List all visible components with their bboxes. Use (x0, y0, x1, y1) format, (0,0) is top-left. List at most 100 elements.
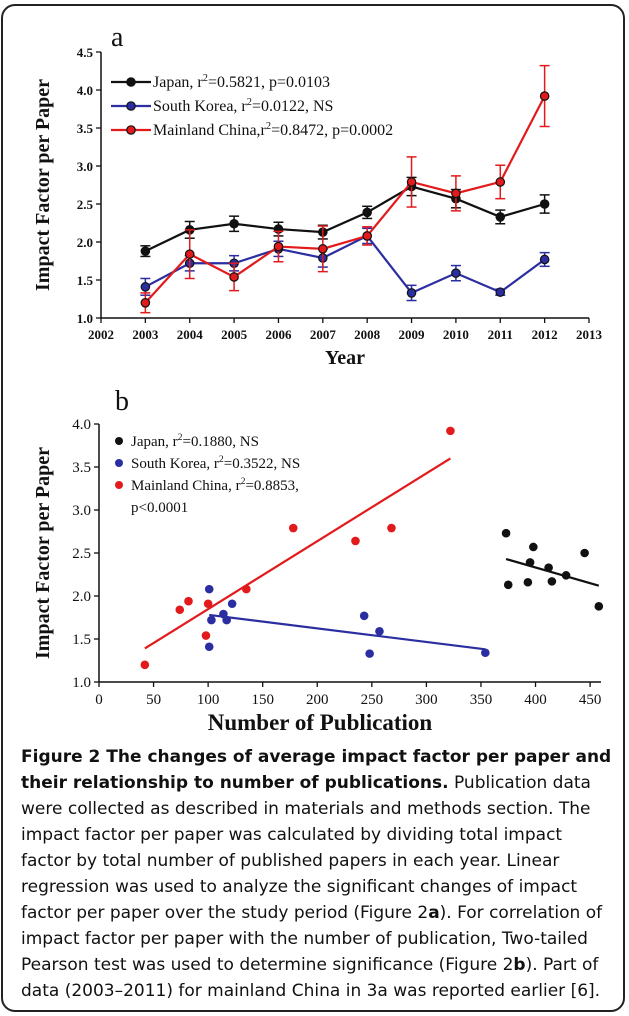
panel-a-y-tick-label: 4.0 (77, 83, 93, 98)
panel-a-y-tick-label: 2.0 (77, 235, 93, 250)
panel-b-data-point (375, 626, 384, 636)
panel-b-y-tick-label: 1.0 (72, 675, 91, 691)
panel-a-series-line-0 (144, 185, 545, 253)
panel-b-fit-line-0 (505, 557, 600, 587)
panel-a-x-tick-label: 2013 (576, 327, 603, 342)
panel-b-x-tick-label: 150 (251, 692, 274, 708)
panel-b-x-tick-label: 100 (197, 692, 220, 708)
panel-a-data-point (318, 244, 328, 254)
figure-frame: a 1.0 1.5 2.0 2.5 3.0 3.5 4.0 4.5 2002 2003 2004 200… (1, 4, 625, 1012)
panel-a-data-point (140, 297, 151, 308)
panel-a-legend-label: Mainland China,r2=0.8472, p=0.0002 (153, 121, 393, 139)
panel-b-x-tick-label: 300 (415, 692, 438, 708)
panel-b-data-point (525, 558, 535, 567)
panel-b-data-point (561, 571, 571, 580)
panel-a-x-tick-label: 2007 (310, 327, 337, 342)
panel-b-legend-label: South Korea, r2=0.3522, NS (131, 454, 300, 472)
panel-b-data-point (204, 584, 214, 594)
panel-a-x-tick-label: 2002 (88, 327, 114, 342)
panel-b-legend-marker (115, 437, 123, 445)
panel-b-data-point (203, 599, 213, 609)
panel-b-data-point (544, 563, 553, 572)
panel-b-x-tick-label: 200 (306, 692, 329, 708)
panel-a-x-tick-label: 2012 (532, 327, 558, 342)
panel-b-data-point (501, 528, 511, 538)
panel-b-legend-label: Japan, r2=0.1880, NS (131, 432, 259, 450)
panel-b-y-tick-label: 3.0 (72, 503, 91, 519)
panel-a-data-point (451, 188, 461, 199)
panel-a-legend-label: South Korea, r2=0.0122, NS (153, 97, 333, 115)
panel-a-y-tick-label: 1.5 (77, 273, 94, 288)
panel-b-y-tick-label: 2.0 (72, 589, 91, 605)
panel-a-legend-marker (126, 77, 136, 87)
panel-b-data-point (184, 596, 193, 606)
panel-a-data-point (406, 177, 417, 187)
caption-ref-b: b (513, 955, 526, 975)
panel-a-data-point (495, 212, 506, 222)
panel-a-x-tick-label: 2005 (221, 327, 248, 342)
panel-a-y-tick-label: 3.5 (77, 121, 94, 136)
panel-a-y-tick-label: 4.5 (77, 45, 94, 60)
panel-a-y-tick-label: 2.5 (77, 197, 94, 212)
panel-b-y-tick-label: 3.5 (72, 460, 91, 476)
figure-caption: Figure 2 The changes of average impact f… (21, 744, 613, 1004)
panel-b-data-point (207, 615, 216, 625)
panel-a-x-tick-label: 2008 (354, 327, 381, 342)
panel-a-y-tick-label: 1.0 (77, 311, 93, 326)
panel-b-data-point (222, 615, 231, 625)
panel-b-fit-line-1 (209, 613, 486, 651)
panel-a-data-point (229, 272, 239, 282)
panel-b-y-tick-label: 1.5 (72, 632, 91, 648)
panel-a-x-axis-title: Year (325, 347, 365, 369)
panel-a-data-point (184, 249, 195, 259)
panel-a-data-point (495, 177, 506, 187)
panel-a-data-point (229, 218, 239, 229)
panel-b-x-tick-label: 450 (579, 692, 602, 708)
panel-b-data-point (359, 611, 369, 621)
panel-a-data-point (362, 231, 372, 241)
panel-a-legend-marker (126, 101, 136, 111)
panel-b-data-point (594, 602, 604, 611)
panel-a-legend-marker (126, 125, 136, 135)
panel-b-x-tick-label: 350 (470, 692, 493, 708)
panel-b-x-tick-label: 0 (95, 692, 103, 708)
panel-b-data-point (227, 599, 237, 609)
panel-a-x-tick-label: 2009 (399, 327, 426, 342)
panel-b-data-point (351, 536, 360, 546)
panel-b-legend-label: p<0.0001 (131, 500, 188, 516)
panel-a-label: a (111, 22, 124, 53)
panel-b-data-point (523, 577, 533, 587)
panel-b-data-point (201, 631, 211, 640)
panel-a-x-tick-label: 2004 (177, 327, 204, 342)
caption-ref-a: a (428, 903, 440, 923)
panel-a-data-point (539, 91, 550, 101)
panel-a-data-point (539, 199, 550, 209)
panel-b-data-point (365, 649, 374, 658)
panel-a-data-point (451, 268, 461, 278)
panel-b-data-point (140, 660, 150, 670)
caption-text-1: Publication data were collected as descr… (21, 773, 591, 923)
panel-b-y-tick-label: 4.0 (72, 417, 91, 433)
panel-b-data-point (204, 642, 214, 652)
panel-b-data-point (446, 426, 455, 436)
panel-a-data-point (140, 282, 151, 292)
figure-charts: a 1.0 1.5 2.0 2.5 3.0 3.5 4.0 4.5 2002 2003 2004 200… (32, 22, 604, 735)
panel-b-x-axis-title: Number of Publication (208, 710, 433, 735)
panel-a-x-tick-label: 2011 (488, 327, 513, 342)
panel-b-y-tick-label: 2.5 (72, 546, 91, 562)
panel-a-x-tick-label: 2003 (132, 327, 159, 342)
panel-a-data-point (406, 288, 417, 298)
panel-b-fit-line-2 (144, 457, 451, 650)
caption-text-3: ). Part of data (2003–2011) for mainland… (21, 955, 601, 1001)
panel-a-data-point (140, 246, 151, 256)
panel-a-data-point (362, 207, 372, 218)
panel-b-x-tick-label: 400 (524, 692, 547, 708)
caption-title: Figure 2 The changes of average impact f… (21, 747, 612, 793)
panel-b-data-point (481, 648, 490, 658)
panel-b-data-point (242, 584, 251, 594)
panel-a-data-point (273, 241, 284, 252)
panel-a-y-axis-title: Impact Factor per Paper (32, 79, 54, 291)
panel-b-legend-label: Mainland China, r2=0.8853, (131, 476, 299, 494)
panel-b-data-point (503, 580, 513, 590)
panel-b-data-point (288, 523, 298, 533)
